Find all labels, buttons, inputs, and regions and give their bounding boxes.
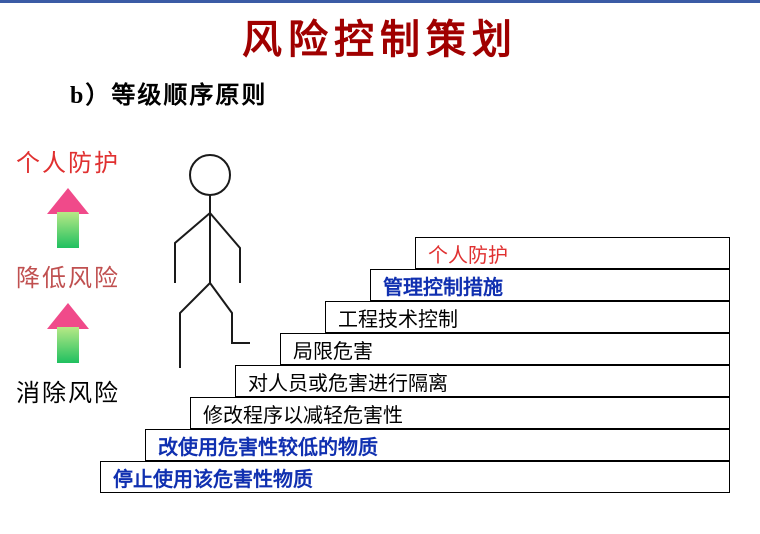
stair-step: 修改程序以减轻危害性 bbox=[190, 397, 730, 429]
arrow-shaft bbox=[57, 327, 79, 363]
stair-step: 个人防护 bbox=[415, 237, 730, 269]
stair-step: 管理控制措施 bbox=[370, 269, 730, 301]
arrow-head bbox=[47, 188, 89, 214]
stair-step: 改使用危害性较低的物质 bbox=[145, 429, 730, 461]
arrow-up-icon bbox=[47, 303, 89, 363]
arrow-shaft bbox=[57, 212, 79, 248]
label-top: 个人防护 bbox=[8, 143, 128, 178]
stair-step: 对人员或危害进行隔离 bbox=[235, 365, 730, 397]
slide-title: 风险控制策划 bbox=[0, 7, 760, 65]
stair-step: 停止使用该危害性物质 bbox=[100, 461, 730, 493]
stair-step: 工程技术控制 bbox=[325, 301, 730, 333]
slide-subtitle: b）等级顺序原则 bbox=[70, 75, 760, 110]
arrow-up-icon bbox=[47, 188, 89, 248]
stair-diagram: 停止使用该危害性物质改使用危害性较低的物质修改程序以减轻危害性对人员或危害进行隔… bbox=[100, 203, 740, 493]
arrow-head bbox=[47, 303, 89, 329]
stair-step: 局限危害 bbox=[280, 333, 730, 365]
